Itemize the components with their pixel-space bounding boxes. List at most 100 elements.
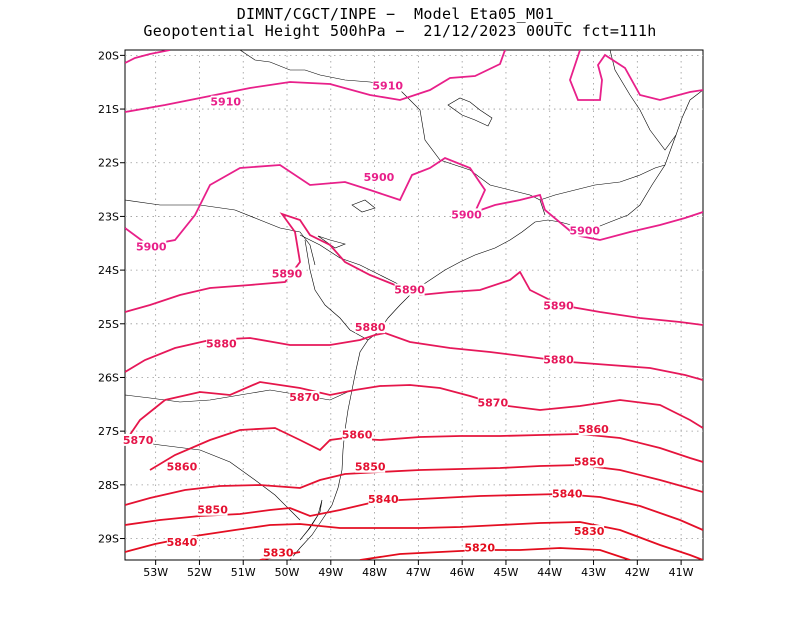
contour-label-bg (394, 283, 425, 296)
contour-label: 5900 (136, 241, 167, 254)
x-tick-label: 50W (275, 566, 300, 579)
contour-label-bg (574, 455, 605, 468)
contour-label-bg (368, 492, 399, 505)
contour-label: 5900 (364, 171, 395, 184)
reservoir-1 (447, 97, 493, 127)
x-tick-label: 52W (187, 566, 212, 579)
y-tick-label: 27S (98, 425, 119, 438)
contour-label: 5830 (574, 525, 605, 538)
contour-label-bg (206, 337, 237, 350)
x-tick-label: 48W (362, 566, 387, 579)
state-border-mg-es (609, 50, 677, 151)
coastline-path (289, 89, 703, 560)
contour-label-bg (569, 224, 600, 237)
contour-5910-ne (569, 50, 703, 101)
axis-ticks: 53W 52W 51W 50W 49W 48W 47W 46W 45W 44W 43W 42W 41W 2… (98, 49, 694, 579)
x-tick-label: 44W (537, 566, 562, 579)
contour-label: 5850 (355, 461, 386, 474)
x-tick-label: 49W (318, 566, 343, 579)
contour-label-bg (552, 487, 583, 500)
contour-label-bg (166, 460, 197, 473)
y-tick-label: 26S (98, 371, 119, 384)
contour-label: 5910 (372, 80, 403, 93)
contour-label: 5820 (464, 541, 495, 554)
state-border-sp-mg (399, 89, 546, 216)
y-tick-label: 23S (98, 210, 119, 223)
contour-label: 5850 (197, 504, 228, 517)
title-line-2: Geopotential Height 500hPa − 21/12/2023 … (143, 22, 657, 40)
y-tick-label: 21S (98, 103, 119, 116)
contour-label: 5870 (289, 391, 320, 404)
map-frame (124, 49, 704, 561)
contour-5870 (125, 381, 703, 443)
contour-5860 (149, 427, 703, 471)
y-tick-label: 22S (98, 157, 119, 170)
contour-label: 5860 (167, 461, 198, 474)
contour-label-bg (543, 299, 574, 312)
contour-label: 5840 (167, 536, 198, 549)
contour-label-bg (372, 79, 403, 92)
x-tick-label: 46W (450, 566, 475, 579)
x-tick-label: 42W (625, 566, 650, 579)
contour-label: 5880 (355, 321, 386, 334)
contour-label: 5850 (574, 455, 605, 468)
contour-label: 5880 (543, 353, 574, 366)
contour-label-bg (272, 267, 303, 280)
contour-label-bg (166, 535, 197, 548)
contour-labels: 5910 5910 5900 5900 5900 5900 5890 5890 5890 5880… (123, 79, 609, 560)
contour-label-bg (363, 170, 394, 183)
y-tick-label: 25S (98, 318, 119, 331)
contour-label-bg (543, 353, 574, 366)
contour-label: 5910 (210, 96, 241, 109)
contour-label: 5880 (206, 337, 237, 350)
y-tick-label: 24S (98, 264, 119, 277)
contour-label: 5890 (543, 300, 574, 313)
contour-label: 5890 (394, 284, 425, 297)
x-tick-label: 51W (231, 566, 256, 579)
x-tick-label: 45W (494, 566, 519, 579)
contour-label: 5900 (451, 208, 482, 221)
y-tick-label: 29S (98, 533, 119, 546)
contour-5910 (125, 50, 506, 113)
contour-label-bg (289, 390, 320, 403)
contour-label-bg (578, 423, 609, 436)
contour-label: 5890 (272, 267, 303, 280)
state-border-mg-rj (539, 164, 666, 201)
map-title: DIMNT/CGCT/INPE − Model Eta05_M01_ Geopo… (0, 6, 800, 40)
contour-label-bg (136, 240, 167, 253)
contour-label: 5840 (552, 488, 583, 501)
contour-5910-nw (125, 50, 171, 64)
x-tick-label: 47W (406, 566, 431, 579)
contour-5900 (125, 156, 703, 246)
contour-label-bg (574, 525, 605, 538)
contour-label: 5870 (123, 434, 154, 447)
contour-label-bg (123, 433, 154, 446)
contour-label-bg (197, 503, 228, 516)
contour-label: 5860 (578, 423, 609, 436)
x-tick-label: 41W (669, 566, 694, 579)
y-tick-label: 20S (98, 49, 119, 62)
x-tick-label: 43W (581, 566, 606, 579)
title-line-1: DIMNT/CGCT/INPE − Model Eta05_M01_ (236, 5, 564, 23)
contour-label: 5860 (342, 429, 373, 442)
state-border-ms-sp (125, 199, 316, 266)
coastline (125, 50, 703, 560)
contour-label: 5900 (569, 225, 600, 238)
x-tick-label: 53W (143, 566, 168, 579)
state-border-west (304, 239, 369, 341)
contour-label: 5870 (478, 396, 509, 409)
contour-label-bg (464, 541, 495, 554)
contour-label-bg (210, 95, 241, 108)
y-tick-label: 28S (98, 479, 119, 492)
reservoir-2 (351, 199, 376, 213)
contour-label-bg (355, 460, 386, 473)
contour-label-bg (451, 208, 482, 221)
contour-label-bg (342, 428, 373, 441)
contour-label: 5830 (263, 547, 294, 560)
state-border-pr-sc (125, 389, 353, 403)
contour-label-bg (263, 546, 294, 559)
contour-label-bg (355, 321, 386, 334)
contour-5830 (125, 521, 703, 560)
contour-5820 (359, 547, 631, 560)
